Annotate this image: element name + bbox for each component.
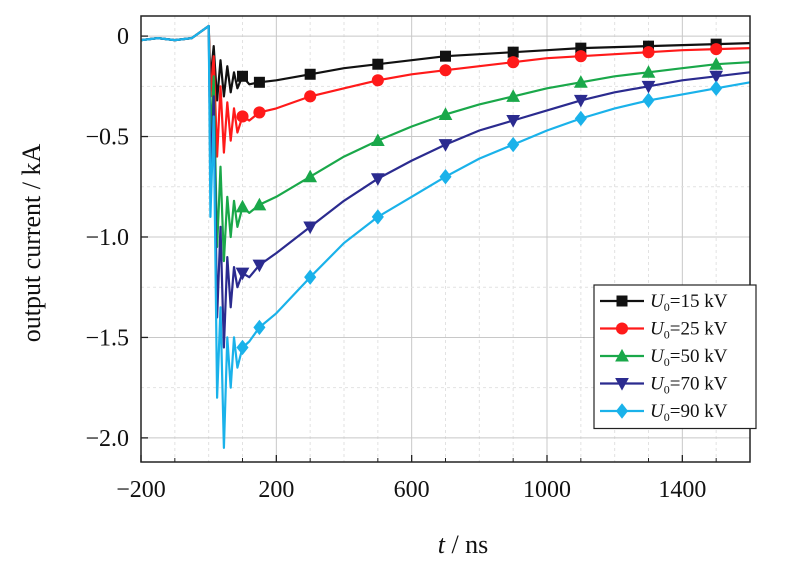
data-point [438, 107, 453, 120]
legend-label: U0=70 kV [650, 374, 728, 397]
data-point [370, 133, 385, 147]
legend-label: U0=25 kV [650, 319, 728, 342]
data-point [642, 92, 655, 109]
data-point [709, 57, 724, 70]
data-point [303, 169, 318, 183]
data-point [575, 42, 587, 54]
data-point [439, 169, 452, 185]
legend-label: U0=50 kV [650, 346, 728, 369]
data-point [641, 80, 656, 94]
legend-marker [615, 348, 629, 362]
series-3 [140, 24, 751, 263]
y-axis-title: output current / kA [17, 143, 46, 342]
data-point [235, 199, 250, 213]
data-point [573, 75, 588, 88]
legend-label: U0=15 kV [650, 291, 728, 314]
data-point [507, 56, 520, 69]
legend-marker [615, 403, 629, 419]
legend-marker [616, 295, 628, 307]
data-point [253, 319, 266, 336]
data-point [252, 259, 267, 273]
data-point [304, 68, 316, 80]
data-point [642, 46, 655, 59]
x-tick-label: 1400 [658, 477, 706, 503]
legend-item: U0=25 kV [600, 319, 728, 342]
legend-item: U0=50 kV [600, 346, 728, 369]
data-point [237, 70, 248, 82]
legend-label: U0=90 kV [650, 401, 728, 424]
data-point [372, 58, 384, 70]
x-axis-title: t / ns [438, 530, 489, 559]
data-point [253, 76, 265, 88]
data-point [371, 74, 384, 87]
legend-marker [615, 378, 629, 391]
legend: U0=15 kV U0=25 kV U0=50 kV U0=70 kV U0=90 kV [593, 284, 757, 430]
data-point [506, 89, 521, 102]
data-point [236, 110, 249, 123]
x-tick-label: 1000 [523, 477, 571, 503]
data-point [235, 267, 250, 281]
data-point [253, 106, 266, 119]
data-point [506, 114, 521, 128]
legend-item: U0=70 kV [600, 374, 728, 397]
data-point [371, 209, 384, 225]
data-point [573, 94, 588, 108]
series-2 [140, 24, 751, 158]
y-tick-label: −2.0 [85, 426, 129, 452]
x-axis-title-var: t [438, 530, 446, 559]
data-point [710, 43, 723, 56]
data-point [370, 173, 385, 186]
x-tick-label: 200 [258, 477, 294, 503]
y-tick-label: 0 [117, 24, 129, 50]
data-point [710, 80, 723, 97]
legend-item: U0=90 kV [600, 401, 728, 424]
data-point [507, 136, 520, 153]
x-axis-title-unit: / ns [445, 530, 488, 559]
legend-marker [615, 322, 629, 335]
x-tick-label: 600 [394, 477, 430, 503]
y-tick-label: −0.5 [85, 125, 129, 151]
legend-item: U0=15 kV [600, 291, 728, 314]
y-tick-label: −1.5 [85, 325, 129, 351]
x-tick-label: −200 [116, 477, 166, 503]
data-point [303, 221, 318, 235]
data-point [709, 70, 724, 84]
data-point [574, 50, 587, 63]
data-point [439, 64, 452, 77]
data-point [304, 90, 317, 103]
data-point [252, 197, 267, 211]
y-tick-label: −1.0 [85, 225, 129, 251]
series-line [140, 24, 751, 449]
series-5 [140, 24, 751, 449]
data-point [236, 339, 249, 356]
data-point [641, 65, 656, 78]
data-point [440, 50, 451, 62]
data-point [574, 110, 587, 127]
data-point [507, 46, 519, 58]
data-point [438, 139, 453, 152]
axes: −200 200 600 1000 1400 0 −0.5 −1.0 −1.5 −2.0 [85, 24, 717, 503]
data-point [304, 269, 317, 285]
series-layer [140, 24, 751, 449]
